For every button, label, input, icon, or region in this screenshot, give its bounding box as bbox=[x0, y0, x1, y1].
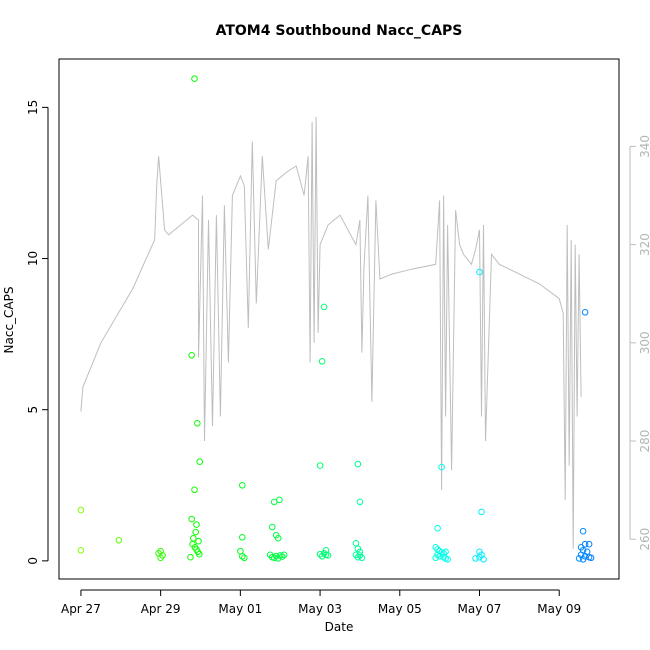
right-y-tick-label: 300 bbox=[638, 331, 650, 354]
x-tick-label: Apr 29 bbox=[141, 602, 181, 616]
right-y-tick-label: 340 bbox=[638, 135, 650, 158]
data-point bbox=[241, 554, 248, 562]
data-point bbox=[354, 553, 362, 561]
data-point bbox=[476, 268, 483, 276]
data-point bbox=[196, 550, 203, 558]
y-tick-label: 5 bbox=[26, 406, 40, 414]
data-point bbox=[575, 555, 583, 562]
y-tick-label: 10 bbox=[26, 251, 40, 266]
data-point bbox=[444, 556, 451, 563]
data-point bbox=[432, 544, 440, 551]
right-y-tick-label: 260 bbox=[638, 528, 650, 551]
right-axis-line-layer bbox=[80, 116, 582, 550]
data-point bbox=[436, 553, 443, 560]
data-point bbox=[196, 458, 203, 466]
data-point bbox=[270, 554, 278, 562]
data-point bbox=[274, 534, 282, 542]
plot-frame bbox=[58, 58, 620, 580]
x-tick-label: Apr 27 bbox=[61, 602, 101, 616]
data-point bbox=[480, 556, 487, 563]
data-point bbox=[356, 498, 364, 506]
data-point bbox=[320, 303, 328, 311]
data-point bbox=[581, 309, 589, 316]
data-point bbox=[438, 463, 445, 471]
data-point bbox=[187, 553, 194, 561]
data-point bbox=[77, 547, 85, 554]
y-tick-label: 0 bbox=[26, 557, 40, 565]
data-point bbox=[581, 540, 589, 548]
x-tick-label: May 01 bbox=[218, 602, 262, 616]
data-point bbox=[115, 537, 123, 544]
data-point bbox=[191, 486, 198, 494]
data-point bbox=[77, 506, 85, 514]
data-points-layer bbox=[77, 75, 595, 563]
chart-title: ATOM4 Southbound Nacc_CAPS bbox=[216, 23, 463, 39]
data-point bbox=[193, 521, 200, 528]
data-point bbox=[472, 555, 479, 562]
data-point bbox=[188, 352, 195, 359]
data-point bbox=[278, 553, 286, 560]
data-point bbox=[585, 540, 593, 548]
data-point bbox=[320, 550, 328, 557]
x-axis-label: Date bbox=[325, 620, 354, 634]
axes-layer: Apr 27 Apr 29 May 01 May 03 May 05 May 07 May … bbox=[26, 100, 650, 616]
x-tick-label: May 07 bbox=[458, 602, 502, 616]
data-point bbox=[579, 527, 587, 535]
right-axis-series-line bbox=[80, 116, 582, 550]
y-axis-label: Nacc_CAPS bbox=[2, 287, 16, 354]
data-point bbox=[188, 515, 195, 523]
data-point bbox=[194, 420, 201, 427]
y-tick-label: 15 bbox=[26, 100, 40, 115]
data-point bbox=[434, 524, 441, 532]
data-point bbox=[268, 523, 276, 531]
data-point bbox=[280, 551, 288, 559]
data-point bbox=[191, 75, 198, 82]
x-tick-label: May 05 bbox=[378, 602, 422, 616]
data-point bbox=[276, 496, 283, 504]
right-y-tick-label: 280 bbox=[638, 430, 650, 453]
data-point bbox=[579, 556, 587, 563]
data-point bbox=[587, 554, 595, 562]
data-point bbox=[192, 528, 199, 536]
data-point bbox=[358, 554, 366, 562]
data-point bbox=[239, 534, 246, 541]
data-point bbox=[352, 540, 360, 547]
data-point bbox=[432, 554, 440, 562]
data-point bbox=[318, 358, 326, 365]
x-tick-label: May 09 bbox=[537, 602, 581, 616]
data-point bbox=[239, 553, 246, 560]
data-point bbox=[354, 460, 362, 468]
data-point bbox=[316, 462, 324, 469]
data-point bbox=[157, 554, 164, 562]
data-point bbox=[324, 552, 332, 559]
data-point bbox=[195, 537, 202, 545]
x-tick-label: May 03 bbox=[298, 602, 342, 616]
data-point bbox=[478, 508, 485, 516]
data-point bbox=[239, 482, 246, 489]
right-y-tick-label: 320 bbox=[638, 233, 650, 256]
